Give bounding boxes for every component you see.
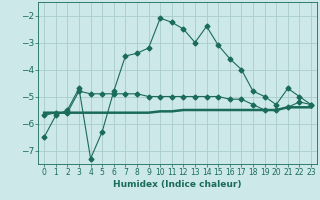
X-axis label: Humidex (Indice chaleur): Humidex (Indice chaleur)	[113, 180, 242, 189]
